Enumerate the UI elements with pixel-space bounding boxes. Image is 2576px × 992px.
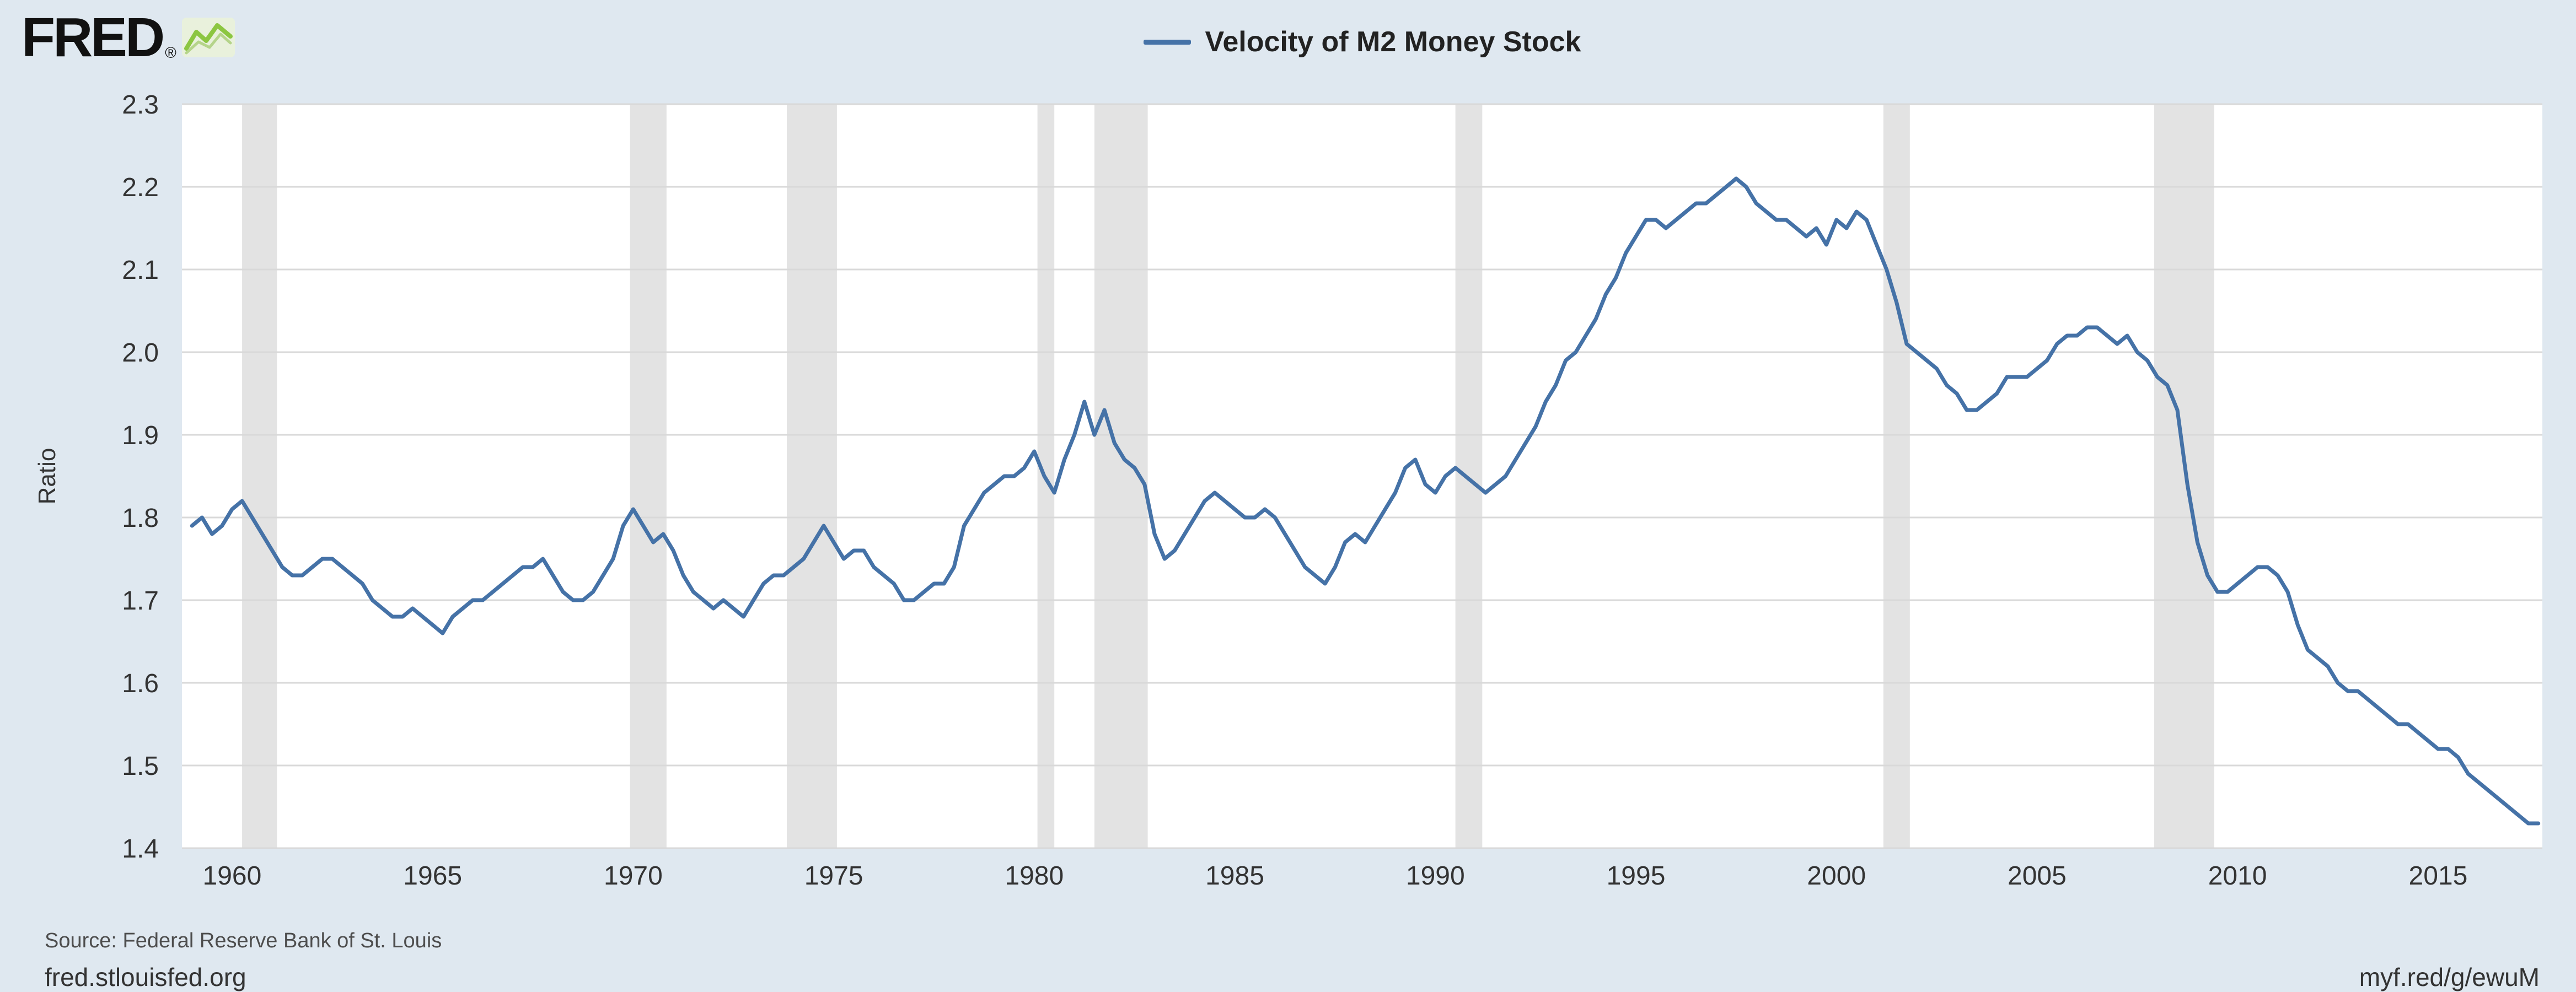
x-tick-label: 1995 bbox=[1607, 861, 1666, 891]
chart-header: FRED ® Velocity of M2 Money Stock bbox=[0, 0, 2576, 88]
x-tick-label: 1985 bbox=[1205, 861, 1264, 891]
y-tick-label: 2.1 bbox=[122, 256, 159, 285]
velocity-m2-data-line bbox=[190, 176, 2541, 826]
fred-logo: FRED ® bbox=[22, 10, 235, 65]
x-tick-label: 1980 bbox=[1005, 861, 1064, 891]
x-tick-label: 2015 bbox=[2409, 861, 2468, 891]
short-url-link[interactable]: myf.red/g/ewuM bbox=[2359, 963, 2540, 991]
y-tick-label: 2.2 bbox=[122, 173, 159, 202]
recession-band bbox=[1883, 104, 1910, 848]
recession-band bbox=[2154, 104, 2214, 848]
y-tick-label: 1.6 bbox=[122, 669, 159, 698]
legend-line-sample bbox=[1143, 39, 1191, 45]
plot-area bbox=[182, 104, 2542, 848]
y-tick-label: 2.3 bbox=[122, 90, 159, 120]
recession-band bbox=[1455, 104, 1483, 848]
legend-label: Velocity of M2 Money Stock bbox=[1205, 26, 1581, 58]
registered-trademark-symbol: ® bbox=[165, 44, 176, 61]
recession-band bbox=[787, 104, 837, 848]
y-tick-label: 1.4 bbox=[122, 834, 159, 864]
y-tick-label: 2.0 bbox=[122, 338, 159, 368]
x-tick-label: 2010 bbox=[2208, 861, 2267, 891]
fred-logo-text: FRED bbox=[22, 7, 165, 68]
y-tick-label: 1.5 bbox=[122, 752, 159, 781]
x-tick-label: 1965 bbox=[403, 861, 462, 891]
x-tick-label: 1990 bbox=[1406, 861, 1465, 891]
x-tick-label: 1970 bbox=[604, 861, 663, 891]
y-axis-title: Ratio bbox=[34, 448, 61, 505]
x-tick-label: 2000 bbox=[1807, 861, 1866, 891]
recession-band bbox=[630, 104, 667, 848]
green-line-chart-icon bbox=[181, 18, 235, 57]
chart-legend: Velocity of M2 Money Stock bbox=[182, 25, 2542, 58]
x-tick-label: 1975 bbox=[804, 861, 863, 891]
y-tick-label: 1.8 bbox=[122, 504, 159, 533]
recession-band bbox=[242, 104, 277, 848]
y-tick-label: 1.7 bbox=[122, 586, 159, 616]
x-tick-label: 2005 bbox=[2008, 861, 2067, 891]
x-tick-label: 1960 bbox=[203, 861, 262, 891]
fred-site-link[interactable]: fred.stlouisfed.org bbox=[45, 963, 246, 991]
y-tick-label: 1.9 bbox=[122, 421, 159, 450]
